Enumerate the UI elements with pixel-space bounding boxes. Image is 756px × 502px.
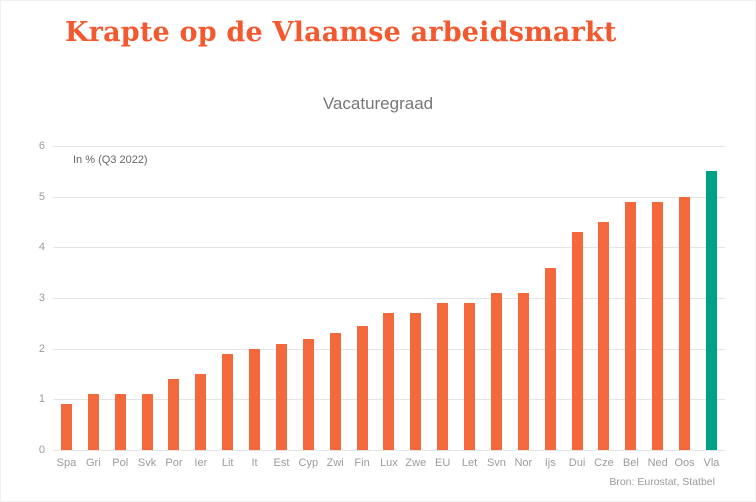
bar-lit <box>222 353 234 450</box>
bar-zwi <box>329 333 341 450</box>
y-tick-label-0: 0 <box>38 444 45 456</box>
bar-slot-cyp: Cyp <box>295 146 322 469</box>
bar-cyp <box>302 338 314 450</box>
gridline-0 <box>53 450 725 451</box>
bar-slot-bel: Bel <box>617 146 644 469</box>
bar-zwe <box>410 313 422 450</box>
x-tick-label-lux: Lux <box>380 457 398 469</box>
y-tick-label-6: 6 <box>38 140 45 152</box>
bar-slot-cze: Cze <box>591 146 618 469</box>
x-tick-label-it: It <box>251 457 258 469</box>
y-tick-label-5: 5 <box>38 190 45 203</box>
bar-slot-ier: Ier <box>187 146 214 469</box>
bar-slot-zwi: Zwi <box>322 146 349 469</box>
x-tick-label-zwi: Zwi <box>326 457 344 469</box>
bar-slot-por: Por <box>161 146 188 469</box>
gridline-4 <box>53 247 725 249</box>
bar-oos <box>679 196 691 450</box>
bar-slot-vla: Vla <box>698 146 725 469</box>
x-tick-label-dui: Dui <box>568 457 586 469</box>
chart-title: Vacaturegraad <box>322 94 434 113</box>
bar-lux <box>383 313 395 450</box>
bar-eu <box>437 303 449 450</box>
x-tick-label-gri: Gri <box>85 457 101 469</box>
bar-vla <box>705 171 717 450</box>
bar-slot-spa: Spa <box>53 146 80 469</box>
bar-slot-oos: Oos <box>671 146 698 469</box>
bar-slot-svk: Svk <box>134 146 161 469</box>
bar-pol <box>114 394 126 450</box>
x-tick-label-ijs: Ijs <box>544 457 556 469</box>
bar-bel <box>625 201 637 450</box>
vacancy-rate-bar-chart: Vacaturegraad 0 1 2 3 4 5 6 In % (Q3 2022) Spa… <box>1 94 755 488</box>
bar-slot-dui: Dui <box>564 146 591 469</box>
bar-slot-nor: Nor <box>510 146 537 469</box>
bar-svn <box>490 292 502 450</box>
bar-let <box>464 303 476 450</box>
x-tick-label-spa: Spa <box>56 457 77 469</box>
gridline-6 <box>53 146 725 147</box>
bar-slot-fin: Fin <box>349 146 376 469</box>
bar-slot-eu: EU <box>429 146 456 469</box>
bar-dui <box>571 232 583 450</box>
y-tick-label-4: 4 <box>38 241 45 254</box>
bar-gri <box>87 394 99 450</box>
bar-por <box>168 379 180 450</box>
gridline-5 <box>53 196 725 198</box>
bar-slot-pol: Pol <box>107 146 134 469</box>
bar-it <box>249 348 261 450</box>
plot-area: Spa Gri Pol Svk Por Ier Lit It Est Cyp Zwi Fin Lux Zw… <box>53 146 725 469</box>
bar-slot-it: It <box>241 146 268 469</box>
x-tick-label-lit: Lit <box>221 457 234 469</box>
bar-slot-ned: Ned <box>644 146 671 469</box>
x-tick-label-fin: Fin <box>354 457 370 469</box>
chart-annotation: In % (Q3 2022) <box>73 154 148 166</box>
bar-slot-let: Let <box>456 146 483 469</box>
x-tick-label-por: Por <box>165 457 183 469</box>
x-tick-label-zwe: Zwe <box>405 457 427 469</box>
x-tick-label-ned: Ned <box>647 457 668 469</box>
bar-ier <box>195 374 207 450</box>
bar-cze <box>598 222 610 450</box>
x-tick-label-let: Let <box>461 457 478 469</box>
x-tick-label-eu: EU <box>435 457 451 469</box>
bar-ned <box>652 201 664 450</box>
gridline-3 <box>53 298 725 299</box>
bar-slot-svn: Svn <box>483 146 510 469</box>
x-tick-label-oos: Oos <box>674 457 695 469</box>
bar-slot-ijs: Ijs <box>537 146 564 469</box>
x-tick-label-cze: Cze <box>594 457 614 469</box>
chart-body: 0 1 2 3 4 5 6 In % (Q3 2022) Spa Gri Pol Svk Por Ie… <box>1 140 755 469</box>
bar-slot-lit: Lit <box>214 146 241 469</box>
y-axis: 0 1 2 3 4 5 6 <box>1 140 45 456</box>
bar-nor <box>517 292 529 450</box>
page-title: Krapte op de Vlaamse arbeidsmarkt <box>65 17 617 48</box>
y-tick-label-2: 2 <box>38 342 45 355</box>
bar-svk <box>141 394 153 450</box>
y-tick-label-3: 3 <box>38 292 45 304</box>
x-tick-label-bel: Bel <box>622 457 639 469</box>
bar-slot-est: Est <box>268 146 295 469</box>
bar-est <box>275 343 287 450</box>
x-tick-label-vla: Vla <box>703 457 720 469</box>
x-tick-label-ier: Ier <box>194 457 208 469</box>
bar-spa <box>60 404 72 450</box>
bar-slot-zwe: Zwe <box>402 146 429 469</box>
x-tick-label-nor: Nor <box>514 457 533 469</box>
x-tick-label-cyp: Cyp <box>298 457 319 469</box>
x-tick-label-pol: Pol <box>112 457 129 469</box>
x-tick-label-svn: Svn <box>486 457 506 469</box>
bar-fin <box>356 325 368 450</box>
x-tick-label-svk: Svk <box>137 457 157 469</box>
x-tick-label-est: Est <box>273 457 290 469</box>
plot-wrap: In % (Q3 2022) Spa Gri Pol Svk Por Ier Lit It Es… <box>53 146 725 469</box>
y-tick-label-1: 1 <box>38 393 45 406</box>
bar-slot-lux: Lux <box>376 146 403 469</box>
chart-source: Bron: Eurostat, Statbel <box>609 476 715 488</box>
bar-ijs <box>544 267 556 450</box>
bar-slot-gri: Gri <box>80 146 107 469</box>
